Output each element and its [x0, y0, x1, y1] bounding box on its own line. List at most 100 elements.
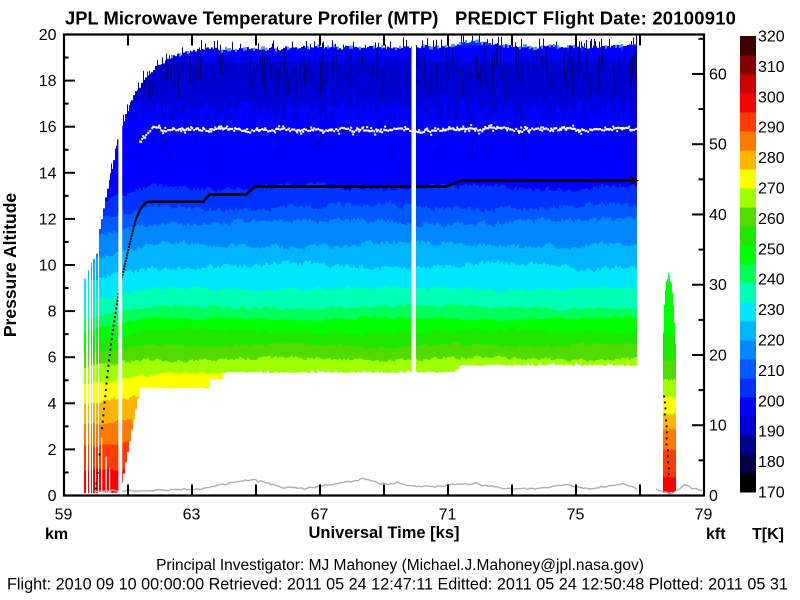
- curtain-band: [251, 359, 253, 373]
- curtain-band: [201, 243, 203, 268]
- curtain-band: [245, 288, 247, 309]
- curtain-band: [367, 359, 369, 373]
- curtain-band: [331, 344, 333, 360]
- curtain-band: [395, 205, 397, 223]
- curtain-band: [265, 183, 267, 211]
- curtain-band: [515, 306, 517, 321]
- curtain-band: [117, 272, 119, 295]
- curtain-band: [135, 321, 137, 334]
- curtain-band: [135, 173, 137, 189]
- curtain-top-spike: [375, 42, 376, 48]
- curtain-band: [545, 209, 547, 221]
- curtain-band: [165, 184, 167, 206]
- curtain-band: [185, 225, 187, 244]
- curtain-band: [255, 317, 257, 332]
- curtain-band: [96, 467, 98, 494]
- curtain-band: [461, 222, 463, 244]
- curtain-band: [545, 168, 547, 188]
- curtain-band: [205, 244, 207, 269]
- curtain-band: [199, 329, 201, 346]
- curtain-band: [259, 208, 261, 221]
- curtain-band: [537, 306, 539, 320]
- curtain-band: [531, 316, 533, 331]
- curtain-band: [277, 307, 279, 320]
- curtain-band: [199, 345, 201, 360]
- curtain-band: [395, 285, 397, 307]
- curtain-band: [383, 204, 385, 222]
- curtain-cell: [537, 100, 539, 107]
- curtain-band: [527, 188, 529, 211]
- curtain-top-spike: [205, 43, 206, 48]
- curtain-band: [161, 222, 163, 242]
- curtain-band: [333, 317, 335, 332]
- curtain-cell: [335, 105, 337, 169]
- curtain-band: [461, 208, 463, 223]
- curtain-band: [513, 306, 515, 320]
- curtain-band: [485, 306, 487, 319]
- curtain-band: [547, 264, 549, 290]
- curtain-band: [343, 220, 345, 246]
- curtain-band: [435, 206, 437, 224]
- curtain-band: [529, 187, 531, 209]
- curtain-band: [551, 207, 553, 222]
- curtain-band: [347, 189, 349, 203]
- curtain-band: [515, 168, 517, 187]
- curtain-band: [309, 182, 311, 206]
- curtain-band: [277, 264, 279, 291]
- curtain-band: [165, 288, 167, 306]
- curtain-band: [585, 307, 587, 318]
- curtain-band: [233, 359, 235, 371]
- curtain-band: [351, 288, 353, 308]
- curtain-band: [209, 206, 211, 225]
- curtain-band: [157, 244, 159, 271]
- curtain-band: [109, 311, 111, 327]
- curtain-band: [139, 172, 141, 189]
- curtain-cell: [299, 48, 301, 63]
- curtain-band: [223, 330, 225, 347]
- curtain-cell: [581, 61, 583, 101]
- curtain-top-tip: [179, 53, 181, 57]
- curtain-band: [503, 319, 505, 331]
- curtain-band: [365, 204, 367, 222]
- curtain-band: [253, 343, 255, 360]
- curtain-band: [511, 306, 513, 322]
- curtain-band: [235, 358, 237, 372]
- curtain-cell: [437, 147, 439, 155]
- curtain-band: [429, 331, 431, 346]
- curtain-band: [347, 345, 349, 359]
- curtain-band: [135, 188, 137, 211]
- curtain-top-tip: [229, 48, 231, 52]
- curtain-band: [473, 327, 475, 344]
- curtain-band: [365, 359, 367, 373]
- curtain-band: [403, 266, 405, 288]
- curtain-band: [157, 225, 159, 245]
- curtain-band: [101, 381, 103, 402]
- curtain-band: [327, 184, 329, 205]
- curtain-band: [241, 208, 243, 220]
- curtain-band: [349, 332, 351, 346]
- curtain-dark-streak: [484, 42, 485, 76]
- curtain-band: [209, 359, 211, 375]
- curtain-band: [421, 239, 423, 268]
- curtain-band: [233, 244, 235, 266]
- curtain-cell: [393, 126, 395, 169]
- curtain-top-tip: [557, 45, 559, 49]
- curtain-cell: [275, 140, 277, 169]
- curtain-cell: [559, 105, 561, 169]
- curtain-band: [475, 246, 477, 264]
- curtain-band: [133, 377, 135, 396]
- curtain-band: [453, 341, 455, 357]
- curtain-cell: [537, 94, 539, 101]
- curtain-band: [495, 245, 497, 263]
- curtain-band: [363, 168, 365, 190]
- curtain-band: [409, 268, 411, 289]
- curtain-band: [291, 355, 293, 373]
- curtain-band: [381, 331, 383, 347]
- curtain-band: [377, 266, 379, 288]
- curtain-band: [457, 204, 459, 222]
- curtain-band: [207, 287, 209, 307]
- curtain-band: [447, 206, 449, 224]
- curtain-band: [147, 344, 149, 359]
- curtain-band: [537, 346, 539, 360]
- curtain-band: [517, 358, 519, 365]
